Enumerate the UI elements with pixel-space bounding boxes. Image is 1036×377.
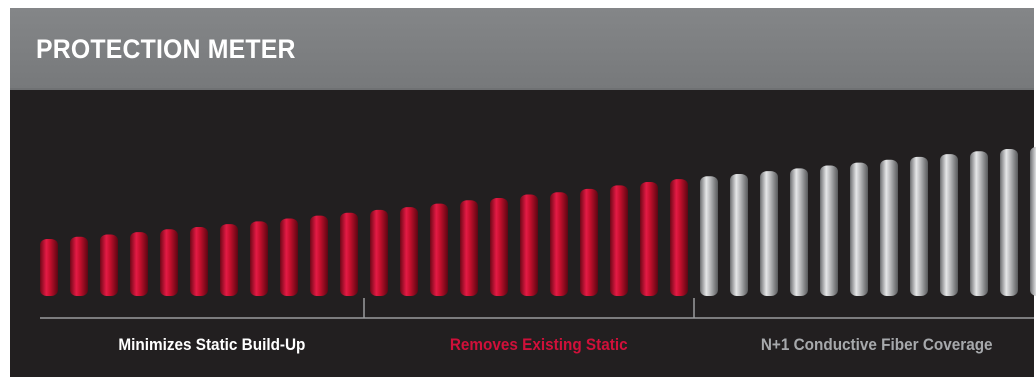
meter-bar [940, 154, 958, 296]
meter-bar [310, 215, 328, 296]
meter-bar [220, 224, 238, 296]
meter-bar [850, 162, 868, 296]
meter-bar [130, 232, 148, 296]
segment-label-coverage: N+1 Conductive Fiber Coverage [760, 335, 993, 354]
meter-bar [430, 203, 448, 296]
meter-bar [760, 171, 778, 296]
meter-bar [820, 165, 838, 296]
meter-bar [1030, 146, 1036, 296]
meter-bar [40, 239, 58, 296]
meter-bar [250, 221, 268, 296]
meter-bar [490, 197, 508, 296]
meter-bar [280, 218, 298, 296]
meter-bar [370, 209, 388, 296]
page-title: PROTECTION METER [36, 34, 296, 64]
meter-bar [640, 182, 658, 296]
meter-bar [340, 212, 358, 296]
meter-bar [100, 234, 118, 296]
meter-bar [70, 236, 88, 296]
meter-bar [790, 168, 808, 296]
meter-bar [1000, 148, 1018, 296]
meter-bar [970, 151, 988, 296]
meter-bar [580, 188, 598, 296]
meter-bar [700, 176, 718, 296]
meter-bar [670, 179, 688, 296]
header-bar: PROTECTION METER [10, 8, 1034, 90]
meter-bar [610, 185, 628, 296]
segment-label-removes: Removes Existing Static [449, 335, 628, 354]
meter-bar [910, 156, 928, 296]
segment-label-minimizes: Minimizes Static Build-Up [118, 335, 306, 354]
meter-bar [550, 192, 568, 296]
meter-bar [880, 159, 898, 296]
meter-bar [160, 229, 178, 296]
meter-bar [400, 207, 418, 296]
meter-bar [190, 227, 208, 296]
meter-bar [460, 200, 478, 296]
meter-bar [520, 194, 538, 296]
meter-bar [730, 174, 748, 296]
